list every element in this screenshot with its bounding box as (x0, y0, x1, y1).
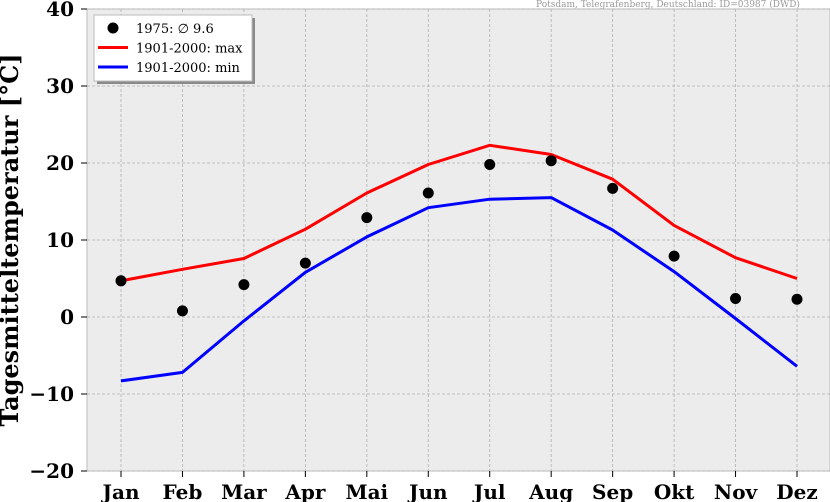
data-point (238, 279, 250, 291)
data-point (361, 212, 373, 224)
legend-label: 1901-2000: min (136, 61, 241, 76)
data-point (791, 293, 803, 305)
y-tick-label: 10 (46, 228, 74, 252)
x-tick-label: Nov (714, 480, 759, 502)
y-tick-label: 0 (60, 305, 74, 329)
y-tick-label: −20 (29, 459, 74, 483)
data-point (115, 275, 127, 287)
y-tick-label: 40 (46, 0, 74, 21)
x-tick-label: Feb (163, 480, 203, 502)
x-tick-label: Apr (284, 480, 326, 502)
y-axis-label: Tagesmitteltemperatur [°C] (0, 53, 24, 426)
data-point (730, 293, 742, 305)
source-note: Potsdam, Telegrafenberg, Deutschland: ID… (536, 0, 800, 10)
series-lines (120, 143, 798, 383)
x-tick-label: Mar (221, 480, 267, 502)
data-point (545, 155, 557, 167)
x-tick-label: Mai (345, 480, 388, 502)
series-line (120, 143, 798, 283)
x-tick-label: Jun (407, 480, 448, 502)
legend-marker (107, 22, 119, 34)
gridlines (87, 8, 830, 472)
y-axis-ticks: −20 −10 0 10 20 30 40 (29, 0, 87, 483)
x-tick-label: Jul (472, 480, 506, 502)
legend-label: 1901-2000: max (136, 42, 243, 57)
data-point (176, 305, 188, 317)
legend: 1975: ∅ 9.6 1901-2000: max 1901-2000: min (93, 14, 255, 84)
data-point (422, 187, 434, 199)
x-tick-label: Jan (101, 480, 140, 502)
data-point (299, 257, 311, 269)
y-tick-label: −10 (29, 382, 74, 406)
y-tick-label: 20 (46, 151, 74, 175)
x-tick-label: Sep (592, 480, 633, 502)
x-axis-ticks: Jan Feb Mar Apr Mai Jun Jul Aug Sep Okt Nov Dez (101, 471, 818, 502)
legend-label: 1975: ∅ 9.6 (136, 22, 214, 37)
data-point (484, 159, 496, 171)
data-point (607, 182, 619, 194)
y-tick-label: 30 (46, 74, 74, 98)
series-line (120, 196, 798, 383)
series-points (115, 155, 803, 317)
x-tick-label: Aug (528, 480, 573, 502)
data-point (668, 250, 680, 262)
x-tick-label: Dez (776, 480, 817, 502)
x-tick-label: Okt (654, 480, 695, 502)
